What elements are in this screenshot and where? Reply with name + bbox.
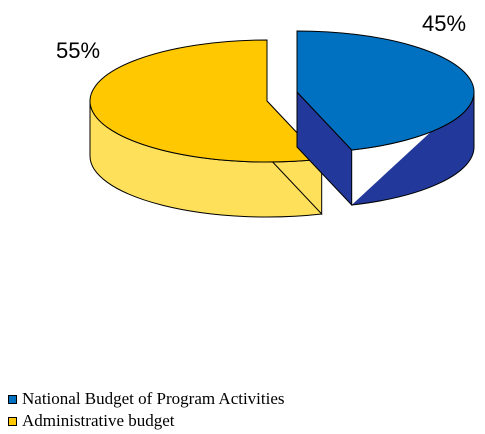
slice-label-national: 45% [422, 11, 466, 36]
legend-item-administrative: Administrative budget [8, 410, 285, 432]
legend: National Budget of Program Activities Ad… [8, 388, 285, 432]
legend-label-administrative: Administrative budget [22, 411, 175, 430]
legend-swatch-national [8, 394, 17, 404]
slice-label-administrative: 55% [56, 38, 100, 63]
legend-swatch-administrative [8, 416, 17, 426]
pie-top-national [296, 30, 475, 151]
pie-top-administrative [89, 39, 323, 163]
legend-item-national: National Budget of Program Activities [8, 388, 285, 410]
legend-label-national: National Budget of Program Activities [22, 389, 285, 408]
